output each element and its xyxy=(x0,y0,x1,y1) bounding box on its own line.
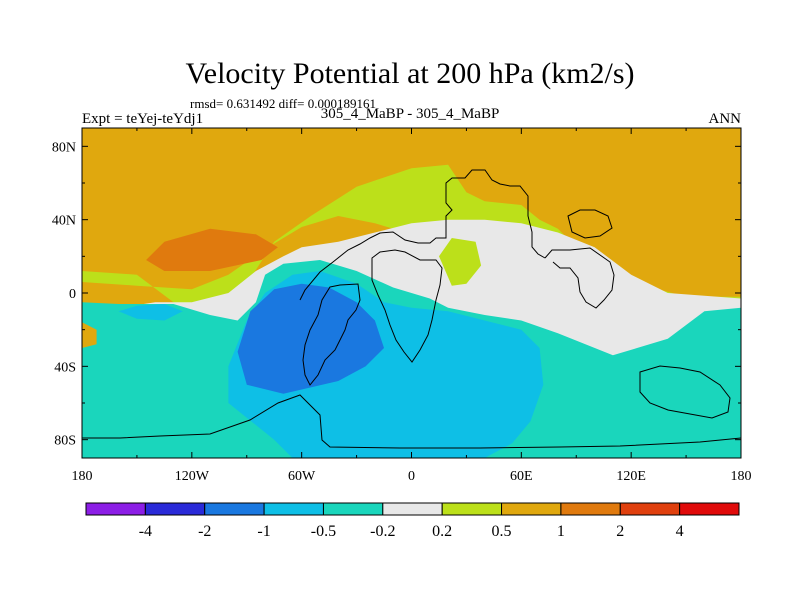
contour-region-2 xyxy=(146,228,278,271)
colorbar-swatch xyxy=(560,502,621,516)
north-america-coastline xyxy=(299,169,546,301)
colorbar-label: 4 xyxy=(676,523,684,540)
contour-region-5 xyxy=(439,238,482,286)
contour-region-9 xyxy=(237,283,384,394)
x-tick-label: 120W xyxy=(175,469,210,484)
east-asia-coastline xyxy=(567,209,613,239)
experiment-label: Expt = teYej-teYdj1 xyxy=(82,111,203,127)
colorbar-swatch xyxy=(204,502,265,516)
colorbar-label: -0.2 xyxy=(370,523,395,540)
colorbar-swatch xyxy=(679,502,740,516)
x-tick-label: 0 xyxy=(408,469,415,484)
colorbar-swatch xyxy=(441,502,503,516)
y-axis: 80N 40N 0 40S 80S xyxy=(52,140,741,449)
x-axis: 180 120W 60W 0 60E 120E 180 xyxy=(72,128,752,484)
stats-text: rmsd= 0.631492 diff= 0.000189161 xyxy=(190,96,376,111)
colorbar-label: 2 xyxy=(616,523,624,540)
coastline-outlines xyxy=(82,169,741,449)
colorbar-swatch xyxy=(263,502,324,516)
africa-coastline xyxy=(371,249,443,363)
south-america-coastline xyxy=(302,283,361,386)
colorbar-swatch xyxy=(619,502,681,516)
antarctica-coastline xyxy=(82,394,741,449)
colorbar-label: 0.5 xyxy=(492,523,512,540)
y-tick-label: 80S xyxy=(54,434,76,449)
map-plot-area: 80N 40N 0 40S 80S 180 120W 60W 0 60E 120E 180 xyxy=(52,127,752,484)
colorbar-label: -4 xyxy=(139,523,152,540)
colorbar-label: -0.5 xyxy=(311,523,336,540)
x-tick-label: 180 xyxy=(72,469,93,484)
contour-region-8 xyxy=(118,304,183,321)
colorbar-label: -2 xyxy=(198,523,211,540)
season-label: ANN xyxy=(709,111,742,127)
x-tick-label: 60E xyxy=(510,469,533,484)
x-tick-label: 120E xyxy=(616,469,646,484)
colorbar-label: 0.2 xyxy=(432,523,452,540)
colorbar-label: 1 xyxy=(557,523,565,540)
colorbar-swatch xyxy=(382,502,443,516)
colorbar-swatch xyxy=(144,502,206,516)
x-tick-label: 180 xyxy=(731,469,752,484)
colorbar-label: -1 xyxy=(257,523,270,540)
asia-coastline xyxy=(544,247,615,309)
colorbar-swatch xyxy=(322,502,384,516)
case-label: 305_4_MaBP - 305_4_MaBP xyxy=(321,106,500,122)
colorbar-swatch xyxy=(85,502,146,516)
y-tick-label: 0 xyxy=(69,287,76,302)
contour-fill-layer xyxy=(82,128,741,458)
colorbar: -4 -2 -1 -0.5 -0.2 0.2 0.5 1 2 4 xyxy=(85,502,740,540)
y-tick-label: 80N xyxy=(52,140,76,155)
chart-title: Velocity Potential at 200 hPa (km2/s) xyxy=(185,57,634,90)
australia-coastline xyxy=(639,365,731,419)
contour-region-1 xyxy=(82,164,741,315)
x-tick-label: 60W xyxy=(288,469,316,484)
y-tick-label: 40N xyxy=(52,214,76,229)
y-tick-label: 40S xyxy=(54,360,76,375)
colorbar-swatch xyxy=(501,502,562,516)
